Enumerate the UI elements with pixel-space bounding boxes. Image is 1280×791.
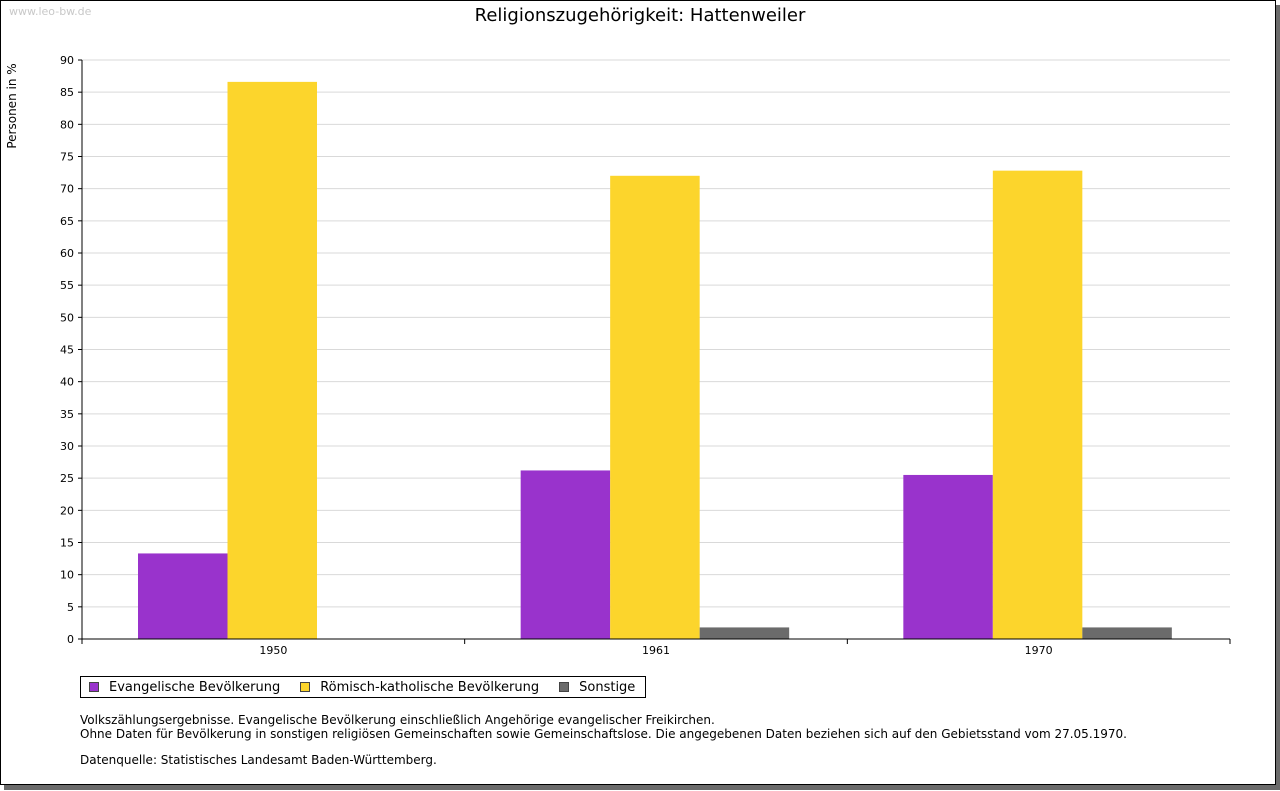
y-tick-label: 20: [60, 504, 74, 517]
y-tick-label: 35: [60, 408, 74, 421]
legend-item-1: Römisch-katholische Bevölkerung: [300, 680, 539, 695]
y-tick-label: 65: [60, 215, 74, 228]
watermark: www.leo-bw.de: [9, 5, 92, 18]
footnotes: Volkszählungsergebnisse. Evangelische Be…: [80, 713, 1127, 767]
note-line-2: Ohne Daten für Bevölkerung in sonstigen …: [80, 727, 1127, 741]
y-tick-label: 90: [60, 54, 74, 67]
y-tick-label: 50: [60, 311, 74, 324]
legend: Evangelische Bevölkerung Römisch-katholis…: [80, 676, 647, 698]
y-tick-label: 70: [60, 183, 74, 196]
tick-labels: 0 5 10 15 20 25 30 35 40 45 50 55 60 65 70 75 80 85 90 1950…: [60, 54, 1053, 657]
legend-label: Sonstige: [579, 679, 636, 695]
y-tick-label: 10: [60, 569, 74, 582]
legend-swatch: [559, 682, 570, 692]
y-tick-label: 30: [60, 440, 74, 453]
bars: [138, 81, 1172, 640]
bar-1970-series-0: [903, 474, 993, 639]
y-tick-label: 25: [60, 472, 74, 485]
data-source: Datenquelle: Statistisches Landesamt Bad…: [80, 753, 437, 767]
legend-swatch: [300, 682, 311, 692]
bar-1961-series-2: [699, 627, 790, 639]
y-tick-label: 75: [60, 151, 74, 164]
bar-1950-series-0: [138, 553, 228, 639]
y-tick-label: 40: [60, 376, 74, 389]
legend-swatch: [89, 682, 99, 692]
bar-chart: Religionszugehörigkeit: Hattenweiler Per…: [5, 5, 1231, 657]
y-tick-label: 45: [60, 344, 74, 357]
y-axis-label: Personen in %: [5, 63, 19, 148]
note-line-1: Volkszählungsergebnisse. Evangelische Be…: [80, 713, 715, 727]
y-tick-label: 55: [60, 279, 74, 292]
x-tick-label: 1970: [1025, 644, 1053, 657]
bar-1950-series-1: [227, 81, 317, 639]
legend-label: Römisch-katholische Bevölkerung: [320, 679, 540, 695]
axes: [78, 59, 1231, 644]
legend-item-0: Evangelische Bevölkerung: [89, 680, 280, 695]
x-tick-label: 1961: [642, 644, 670, 657]
legend-item-2: Sonstige: [559, 680, 635, 695]
bar-1970-series-1: [992, 170, 1083, 640]
bar-1961-series-1: [610, 175, 700, 640]
y-tick-label: 85: [60, 86, 74, 99]
chart-title: Religionszugehörigkeit: Hattenweiler: [475, 5, 806, 26]
y-tick-label: 0: [67, 633, 74, 646]
legend-label: Evangelische Bevölkerung: [109, 679, 281, 695]
bar-1970-series-2: [1082, 627, 1172, 639]
y-tick-label: 5: [67, 601, 74, 614]
y-tick-label: 15: [60, 537, 74, 550]
x-tick-label: 1950: [259, 644, 287, 657]
y-tick-label: 60: [60, 247, 74, 260]
y-tick-label: 80: [60, 118, 74, 131]
bar-1961-series-0: [520, 470, 611, 639]
